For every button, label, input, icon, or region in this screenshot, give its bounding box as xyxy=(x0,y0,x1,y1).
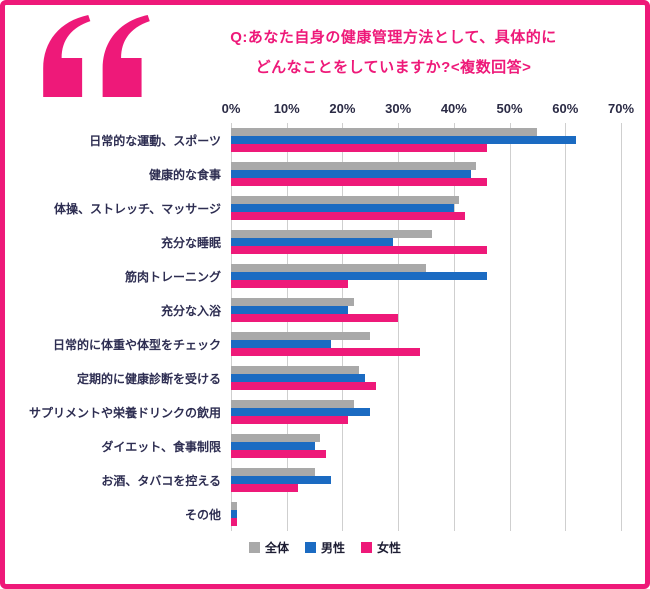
category-label: サプリメントや栄養ドリンクの飲用 xyxy=(28,405,221,420)
category-label: 筋肉トレーニング xyxy=(124,269,221,284)
bar-group xyxy=(231,327,621,361)
bar-全体 xyxy=(231,400,354,408)
bar-女性 xyxy=(231,484,298,492)
x-axis-tick: 30% xyxy=(385,101,412,116)
gridline xyxy=(231,123,232,531)
bar-女性 xyxy=(231,382,376,390)
bar-男性 xyxy=(231,340,332,348)
bar-group xyxy=(231,157,621,191)
bar-女性 xyxy=(231,314,399,322)
bar-group xyxy=(231,395,621,429)
bar-全体 xyxy=(231,468,315,476)
bar-group xyxy=(231,123,621,157)
bar-女性 xyxy=(231,450,326,458)
gridline xyxy=(453,123,455,531)
bar-女性 xyxy=(231,518,237,526)
bar-全体 xyxy=(231,128,538,136)
category-label: 体操、ストレッチ、マッサージ xyxy=(53,201,221,216)
x-axis-tick: 20% xyxy=(329,101,356,116)
bar-group xyxy=(231,225,621,259)
bar-男性 xyxy=(231,204,454,212)
bar-男性 xyxy=(231,374,365,382)
bar-group xyxy=(231,361,621,395)
bar-group xyxy=(231,259,621,293)
bar-男性 xyxy=(231,136,577,144)
plot-area xyxy=(231,123,622,531)
gridline xyxy=(342,123,344,531)
x-axis-tick: 40% xyxy=(440,101,467,116)
bar-chart: 日常的な運動、スポーツ健康的な食事体操、ストレッチ、マッサージ充分な睡眠筋肉トレ… xyxy=(5,101,645,531)
plot-column: 0% 10% 20% 30% 40% 50% 60% 70% xyxy=(222,101,634,531)
bar-女性 xyxy=(231,212,465,220)
bar-group xyxy=(231,293,621,327)
quote-icon xyxy=(35,15,160,97)
bar-女性 xyxy=(231,178,488,186)
bar-女性 xyxy=(231,246,488,254)
bar-男性 xyxy=(231,238,393,246)
x-axis-tick: 50% xyxy=(496,101,523,116)
bar-男性 xyxy=(231,442,315,450)
legend-item-josei: 女性 xyxy=(361,539,401,556)
category-label: 健康的な食事 xyxy=(148,167,221,182)
bar-全体 xyxy=(231,332,371,340)
bar-全体 xyxy=(231,434,321,442)
x-axis-tick: 0% xyxy=(221,101,241,116)
legend-swatch-blue xyxy=(304,542,316,553)
bar-女性 xyxy=(231,144,488,152)
gridline xyxy=(565,123,567,531)
category-label: 日常的に体重や体型をチェック xyxy=(52,337,221,352)
legend-swatch-pink xyxy=(361,542,372,553)
bar-全体 xyxy=(231,502,237,510)
legend: 全体 男性 女性 xyxy=(5,539,645,556)
category-label: 充分な入浴 xyxy=(160,303,221,318)
gridline xyxy=(509,123,511,531)
bar-男性 xyxy=(231,408,371,416)
bar-女性 xyxy=(231,280,348,288)
bar-group xyxy=(231,429,621,463)
bar-男性 xyxy=(231,306,348,314)
x-axis-tick: 70% xyxy=(607,101,635,116)
bar-全体 xyxy=(231,230,432,238)
legend-item-zentai: 全体 xyxy=(248,539,289,556)
bar-女性 xyxy=(231,416,348,424)
legend-swatch-gray xyxy=(248,542,260,553)
gridline xyxy=(398,123,400,531)
x-axis: 0% 10% 20% 30% 40% 50% 60% 70% xyxy=(222,101,634,123)
category-labels-column: 日常的な運動、スポーツ健康的な食事体操、ストレッチ、マッサージ充分な睡眠筋肉トレ… xyxy=(13,123,231,531)
chart-title-line1: Q:あなた自身の健康管理方法として、具体的に xyxy=(230,29,557,46)
chart-title: Q:あなた自身の健康管理方法として、具体的に どんなことをしていますか?<複数回… xyxy=(160,15,627,83)
legend-label-dansei: 男性 xyxy=(320,541,345,555)
gridline xyxy=(286,123,288,531)
bar-全体 xyxy=(231,196,460,204)
bar-男性 xyxy=(231,476,332,484)
chart-title-line2: どんなことをしていますか?<複数回答> xyxy=(255,59,532,76)
category-label: その他 xyxy=(184,507,221,522)
category-label: 充分な睡眠 xyxy=(160,235,221,250)
header: Q:あなた自身の健康管理方法として、具体的に どんなことをしていますか?<複数回… xyxy=(5,5,645,101)
bar-男性 xyxy=(231,272,488,280)
category-label: 定期的に健康診断を受ける xyxy=(76,371,221,386)
bar-男性 xyxy=(231,510,237,518)
legend-label-josei: 女性 xyxy=(377,541,402,555)
bar-全体 xyxy=(231,366,360,374)
bar-全体 xyxy=(231,264,426,272)
bar-group xyxy=(231,191,621,225)
bar-全体 xyxy=(231,162,477,170)
legend-label-zentai: 全体 xyxy=(264,541,289,555)
x-axis-tick: 10% xyxy=(273,101,300,116)
gridline xyxy=(621,123,622,531)
bar-女性 xyxy=(231,348,421,356)
bar-全体 xyxy=(231,298,354,306)
legend-item-dansei: 男性 xyxy=(304,539,345,556)
bar-group xyxy=(231,463,621,497)
x-axis-tick: 60% xyxy=(552,101,579,116)
bar-男性 xyxy=(231,170,471,178)
bar-group xyxy=(231,497,621,531)
category-label: ダイエット、食事制限 xyxy=(101,439,221,454)
category-label: 日常的な運動、スポーツ xyxy=(89,133,221,148)
category-label: お酒、タバコを控える xyxy=(101,473,221,488)
